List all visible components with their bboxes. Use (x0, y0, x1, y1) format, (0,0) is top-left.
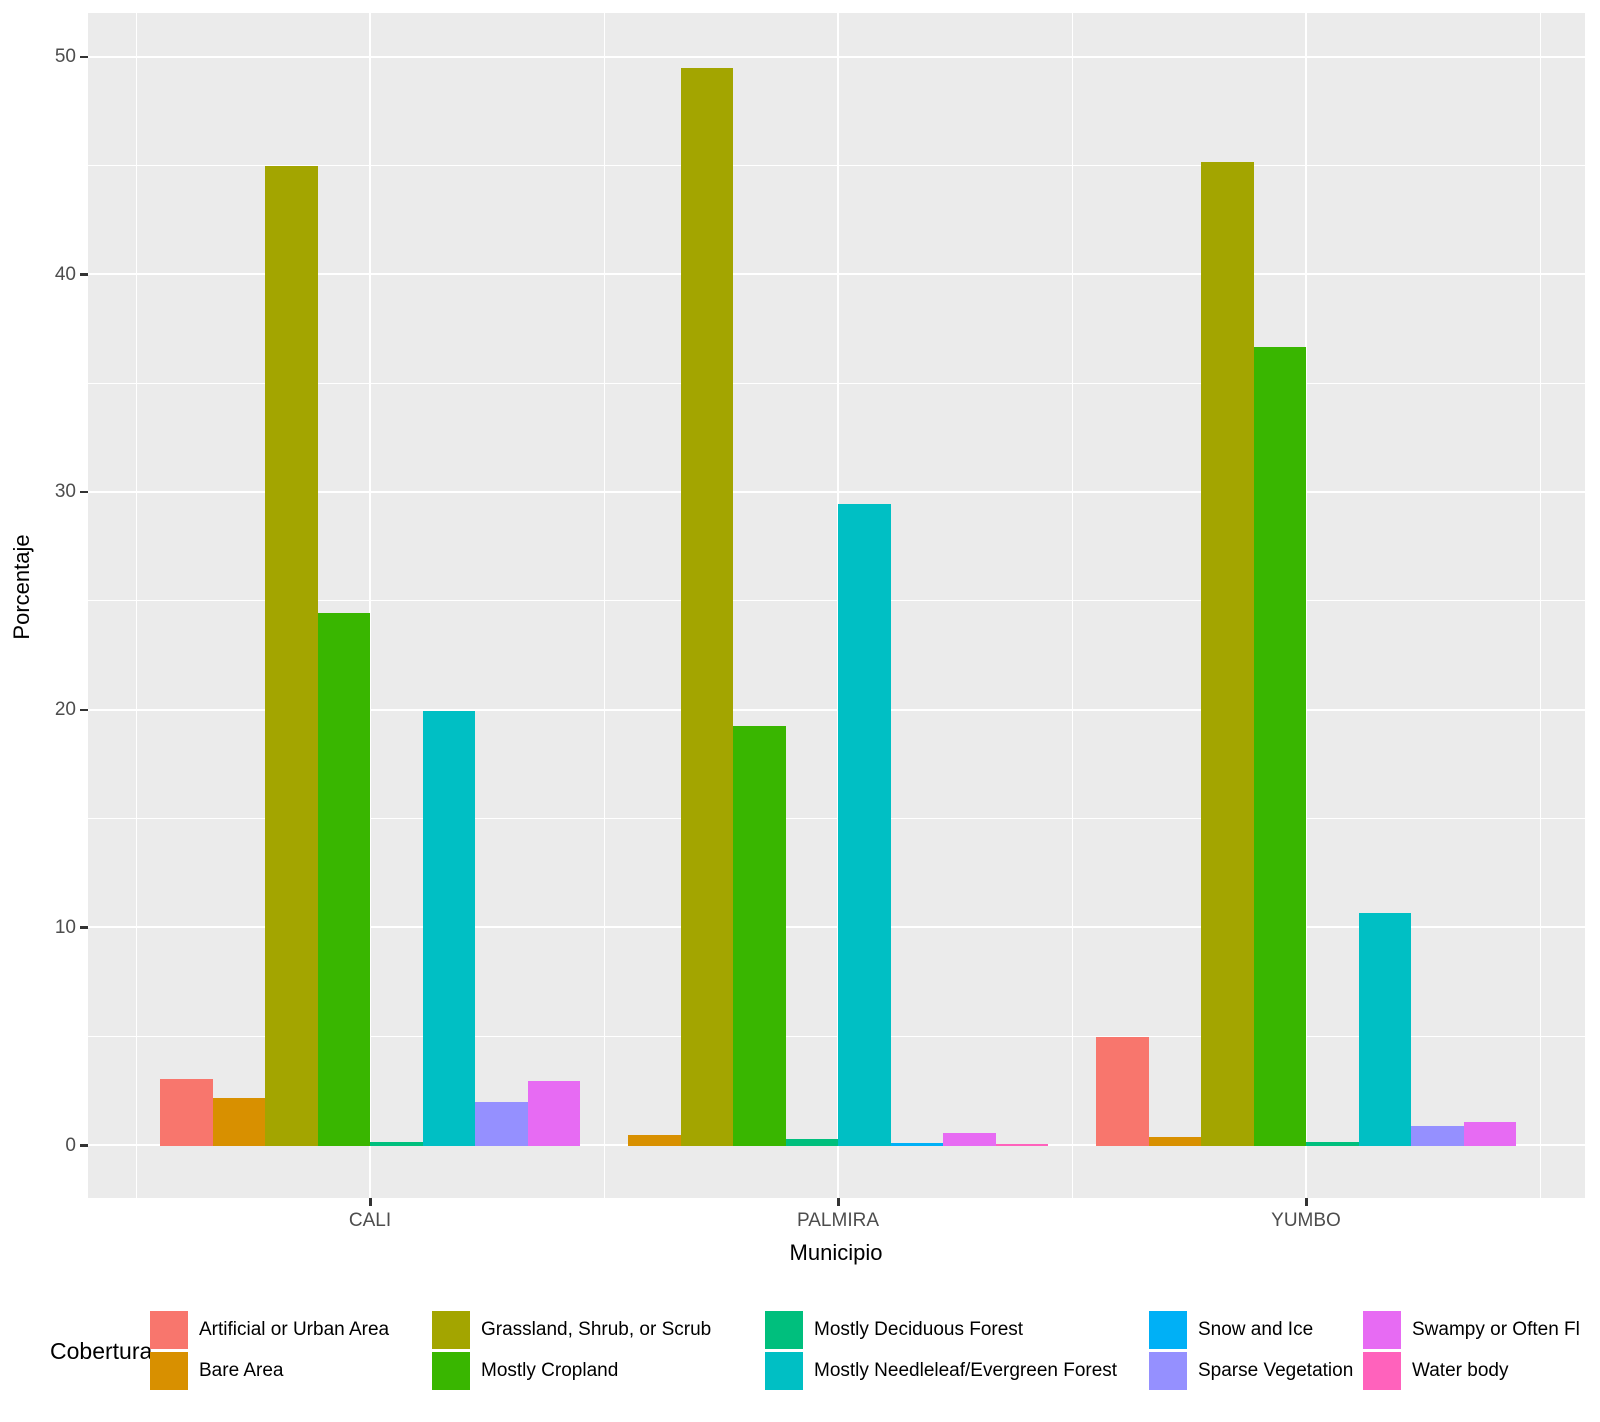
bar (995, 1144, 1048, 1146)
legend-key-swatch (432, 1352, 470, 1390)
y-axis-tick (80, 55, 88, 58)
legend-key-swatch (1149, 1352, 1187, 1390)
major-gridline-y (88, 55, 1585, 58)
legend-label: Water body (1412, 1360, 1509, 1381)
y-tick-label: 10 (54, 916, 76, 938)
y-tick-label: 40 (54, 263, 76, 285)
legend-item: Sparse Vegetation (1149, 1352, 1353, 1390)
y-tick-label: 50 (54, 46, 76, 67)
legend-item: Swampy or Often Fl (1363, 1311, 1580, 1349)
legend-key-swatch (765, 1352, 803, 1390)
legend-key-swatch (1363, 1352, 1401, 1390)
minor-gridline-x (1071, 13, 1073, 1198)
bar (1411, 1126, 1464, 1146)
y-axis-tick (80, 926, 88, 929)
x-tick-label: YUMBO (1271, 1210, 1341, 1231)
bar (1096, 1037, 1149, 1146)
bar (1358, 913, 1411, 1146)
legend-key-swatch (1363, 1311, 1401, 1349)
bar (317, 613, 370, 1146)
legend-label: Grassland, Shrub, or Scrub (481, 1319, 712, 1340)
bar (1201, 162, 1254, 1146)
y-axis-tick (80, 490, 88, 494)
legend-key-swatch (150, 1352, 188, 1390)
bar (422, 711, 475, 1146)
bar (838, 504, 891, 1146)
bar (475, 1102, 528, 1146)
legend-item: Artificial or Urban Area (150, 1311, 389, 1349)
legend-label: Bare Area (199, 1360, 284, 1381)
legend-label: Sparse Vegetation (1198, 1360, 1354, 1381)
legend-title: Cobertura (50, 1338, 153, 1364)
minor-gridline-y (88, 817, 1585, 819)
minor-gridline-x (603, 13, 605, 1198)
legend-key-swatch (432, 1311, 470, 1349)
x-tick-label: PALMIRA (796, 1210, 879, 1231)
y-tick-label: 20 (54, 699, 76, 721)
plot-panel (88, 13, 1585, 1198)
legend-item: Mostly Cropland (432, 1352, 618, 1390)
major-gridline-y (88, 926, 1585, 929)
bar (733, 726, 786, 1146)
bar (370, 1142, 423, 1146)
y-tick-label: 0 (65, 1134, 76, 1156)
bar (1148, 1137, 1201, 1146)
major-gridline-x (369, 13, 371, 1198)
y-tick-label: 30 (54, 481, 76, 503)
legend-item: Water body (1363, 1352, 1508, 1390)
legend-label: Mostly Deciduous Forest (814, 1319, 1024, 1340)
y-axis-tick (80, 708, 88, 712)
legend-item: Mostly Needleleaf/Evergreen Forest (765, 1352, 1117, 1390)
bar (1463, 1122, 1516, 1146)
major-gridline-y (88, 273, 1585, 276)
bar (160, 1079, 213, 1146)
bar (943, 1133, 996, 1146)
bar (527, 1081, 580, 1146)
minor-gridline-y (88, 600, 1585, 602)
major-gridline-x (1305, 13, 1307, 1198)
bar (265, 166, 318, 1146)
bar (680, 68, 733, 1146)
legend-key-swatch (150, 1311, 188, 1349)
x-axis-tick (1305, 1198, 1308, 1206)
bar (1253, 347, 1306, 1146)
bar (785, 1139, 838, 1146)
legend-item: Bare Area (150, 1352, 284, 1390)
y-axis-tick (80, 273, 88, 276)
minor-gridline-y (88, 1035, 1585, 1037)
major-gridline-y (88, 708, 1585, 711)
minor-gridline-y (88, 382, 1585, 384)
minor-gridline-x (1539, 13, 1541, 1198)
y-axis-tick (80, 1144, 88, 1147)
bar (890, 1143, 943, 1146)
legend-label: Artificial or Urban Area (199, 1319, 390, 1340)
legend-item: Grassland, Shrub, or Scrub (432, 1311, 711, 1349)
bar (628, 1135, 681, 1146)
legend-item: Snow and Ice (1149, 1311, 1313, 1349)
legend-key-swatch (765, 1311, 803, 1349)
minor-gridline-x (135, 13, 137, 1198)
x-tick-label: CALI (348, 1210, 392, 1231)
major-gridline-y (88, 490, 1585, 493)
legend-label: Mostly Cropland (481, 1360, 619, 1381)
x-axis-tick (837, 1198, 840, 1206)
bar (1306, 1142, 1359, 1146)
legend-item: Mostly Deciduous Forest (765, 1311, 1023, 1349)
bar (212, 1098, 265, 1146)
x-axis-title: Municipio (789, 1240, 883, 1265)
legend-label: Mostly Needleleaf/Evergreen Forest (814, 1360, 1118, 1381)
legend-key-swatch (1149, 1311, 1187, 1349)
x-axis-tick (369, 1198, 372, 1206)
legend-label: Snow and Ice (1198, 1319, 1314, 1340)
minor-gridline-y (88, 164, 1585, 166)
legend-label: Swampy or Often Fl (1412, 1319, 1580, 1340)
